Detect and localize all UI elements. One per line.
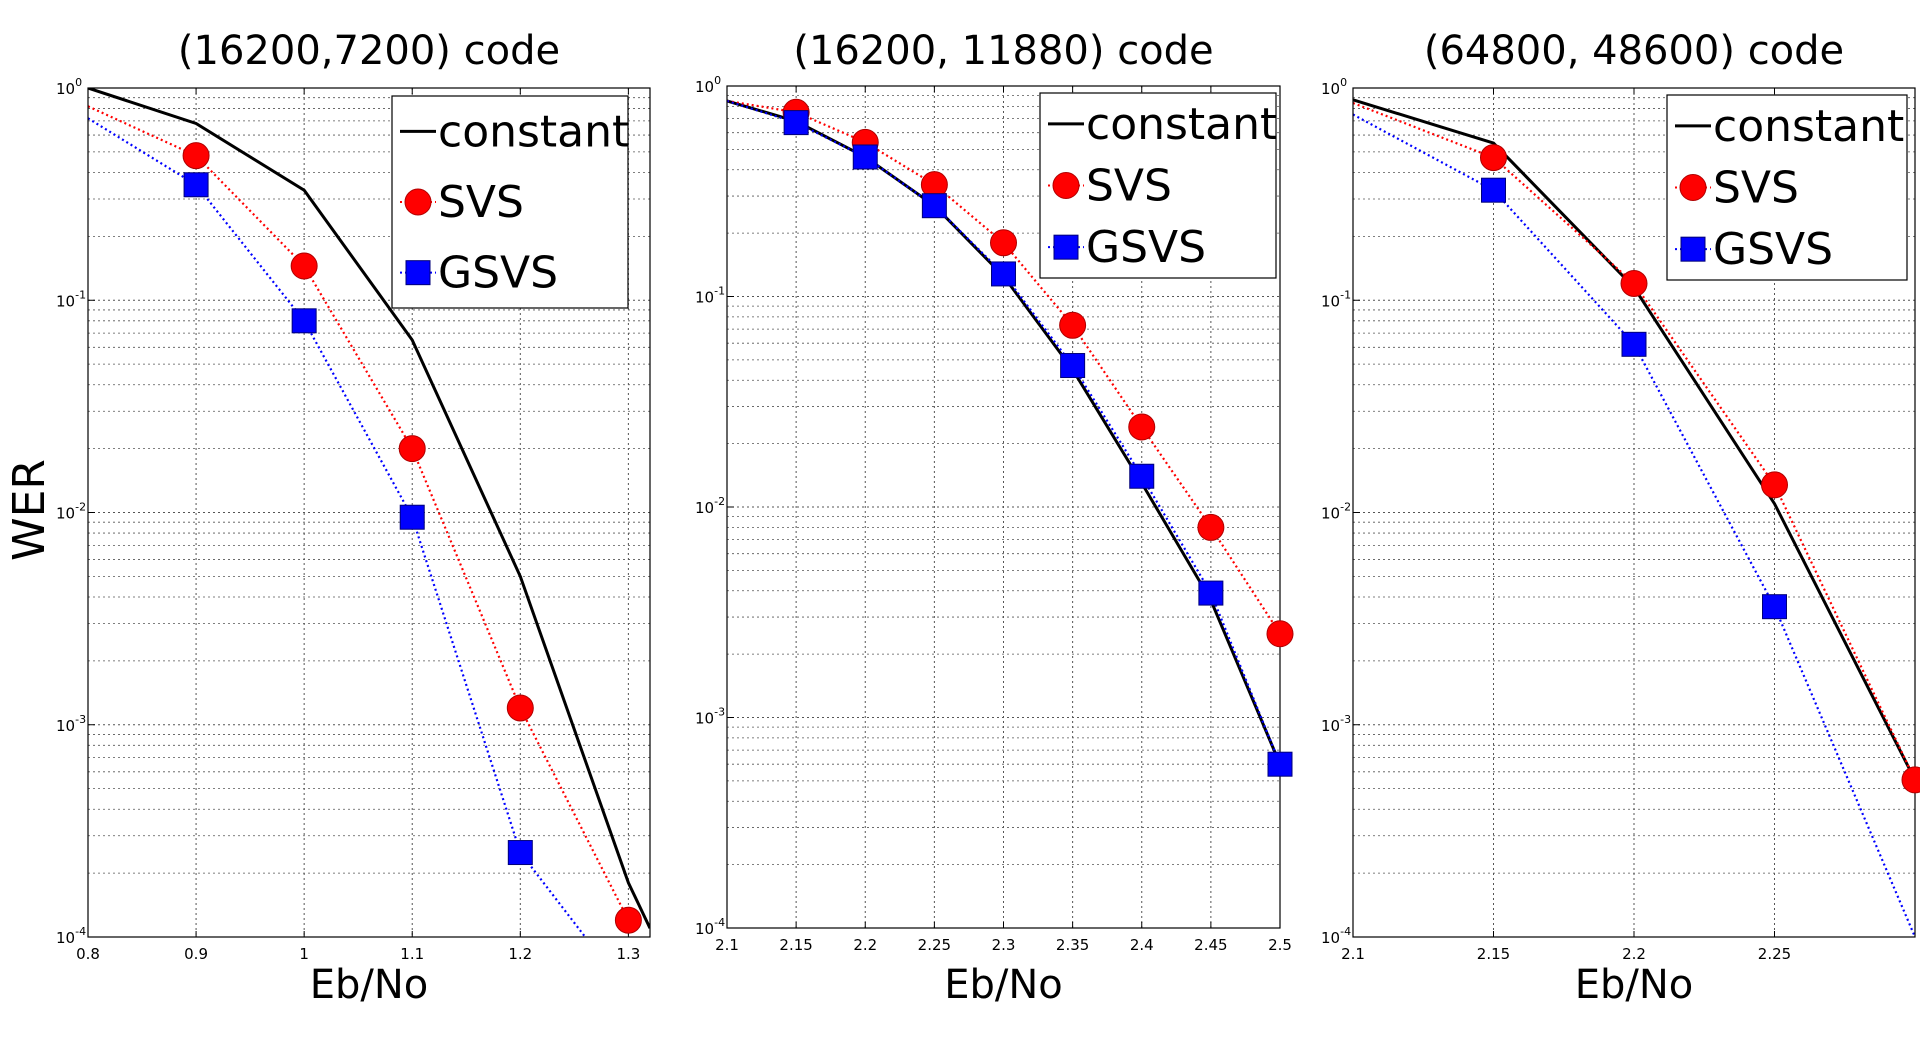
legend-label-constant: constant [438, 106, 629, 157]
marker-svs [506, 694, 534, 722]
figure-ylabel: WER [4, 459, 55, 561]
legend-marker-gsvs [1053, 234, 1079, 260]
chart-panel-3: 2.1 2.15 2.2 2.2510010-110-210-310-4(64800,… [1321, 28, 1920, 1008]
x-tick-label: 2.1 [715, 936, 739, 954]
marker-gsvs [183, 172, 209, 198]
x-tick-label: 2.35 [1056, 936, 1089, 954]
legend-marker-svs [1052, 172, 1080, 199]
legend-label-constant: constant [1713, 101, 1904, 152]
legend-label-svs: SVS [1713, 163, 1799, 214]
series-line-constant [88, 88, 650, 929]
marker-gsvs [291, 308, 317, 334]
chart-panel-1: 0.8 0.9 1 1.1 1.2 1.310010-110-210-310-4(1620… [56, 28, 651, 1008]
x-tick-label: 2.2 [853, 936, 877, 954]
marker-svs [290, 252, 318, 280]
marker-svs [1266, 620, 1294, 648]
chart-title: (16200, 11880) code [793, 28, 1213, 74]
x-tick-label: 2.4 [1130, 936, 1154, 954]
x-tick-label: 1.2 [508, 945, 532, 963]
legend: constant SVS GSVS [391, 95, 629, 309]
marker-gsvs [1198, 580, 1224, 606]
x-tick-label: 2.1 [1341, 945, 1365, 963]
x-tick-label: 2.5 [1268, 936, 1292, 954]
marker-gsvs [991, 261, 1016, 287]
marker-gsvs [1129, 463, 1155, 489]
series-line-svs [1353, 101, 1915, 781]
series-line-gsvs [1353, 113, 1915, 937]
x-tick-label: 2.25 [918, 936, 951, 954]
marker-svs [1128, 413, 1156, 441]
x-tick-label: 2.2 [1622, 945, 1646, 963]
marker-svs [1901, 766, 1920, 794]
series-line-gsvs [88, 117, 587, 937]
x-tick-label: 0.9 [184, 945, 208, 963]
x-tick-label: 2.45 [1194, 936, 1227, 954]
marker-svs [614, 906, 642, 934]
marker-gsvs [921, 193, 947, 219]
marker-gsvs [1621, 331, 1647, 357]
x-axis-label: Eb/No [310, 962, 429, 1008]
marker-gsvs [399, 504, 425, 530]
x-tick-label: 2.25 [1758, 945, 1791, 963]
x-tick-label: 0.8 [76, 945, 100, 963]
x-tick-label: 1.3 [616, 945, 640, 963]
x-tick-label: 2.15 [779, 936, 812, 954]
legend-label-gsvs: GSVS [1713, 224, 1833, 275]
x-tick-label: 1.1 [400, 945, 424, 963]
marker-gsvs [1060, 353, 1086, 379]
marker-gsvs [783, 110, 809, 136]
marker-svs [1480, 144, 1507, 172]
marker-svs [1761, 471, 1788, 499]
marker-gsvs [852, 144, 878, 170]
marker-svs [1059, 311, 1087, 339]
marker-gsvs [1762, 594, 1787, 620]
marker-svs [1197, 513, 1225, 541]
marker-svs [1620, 269, 1648, 297]
x-tick-label: 1 [299, 945, 309, 963]
marker-gsvs [1267, 751, 1293, 777]
chart-panel-2: 2.1 2.15 2.2 2.25 2.3 2.35 2.4 2.45 2.510010-110… [695, 28, 1294, 1008]
x-tick-label: 2.15 [1477, 945, 1510, 963]
chart-title: (16200,7200) code [178, 28, 560, 74]
legend-label-gsvs: GSVS [438, 248, 558, 299]
marker-svs [182, 142, 210, 170]
series-line-svs [88, 105, 630, 921]
x-tick-label: 2.3 [992, 936, 1016, 954]
legend-marker-gsvs [405, 260, 431, 286]
legend-label-constant: constant [1086, 99, 1277, 150]
marker-svs [398, 435, 426, 463]
x-axis-label: Eb/No [944, 962, 1063, 1008]
marker-svs [990, 229, 1017, 257]
marker-gsvs [507, 840, 533, 866]
legend: constant SVS GSVS [1666, 94, 1908, 281]
legend-label-svs: SVS [1086, 161, 1172, 212]
chart-title: (64800, 48600) code [1424, 28, 1844, 74]
legend: constant SVS GSVS [1039, 92, 1277, 279]
legend-marker-gsvs [1680, 236, 1706, 262]
legend-label-gsvs: GSVS [1086, 222, 1206, 273]
legend-marker-svs [404, 188, 432, 216]
x-axis-label: Eb/No [1575, 962, 1694, 1008]
legend-label-svs: SVS [438, 177, 524, 228]
marker-gsvs [1481, 177, 1506, 203]
legend-marker-svs [1679, 174, 1707, 201]
series-lines [88, 88, 650, 937]
